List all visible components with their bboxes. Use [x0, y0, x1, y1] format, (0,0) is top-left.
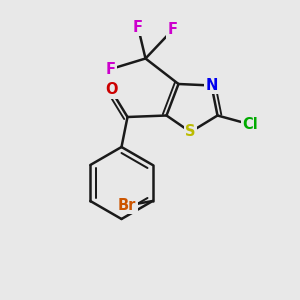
Text: N: N	[205, 78, 218, 93]
Text: F: F	[133, 20, 143, 34]
Text: S: S	[185, 124, 196, 140]
Text: O: O	[105, 82, 117, 98]
Text: F: F	[106, 61, 116, 76]
Text: F: F	[167, 22, 178, 38]
Text: Cl: Cl	[243, 117, 258, 132]
Text: Br: Br	[118, 198, 136, 213]
